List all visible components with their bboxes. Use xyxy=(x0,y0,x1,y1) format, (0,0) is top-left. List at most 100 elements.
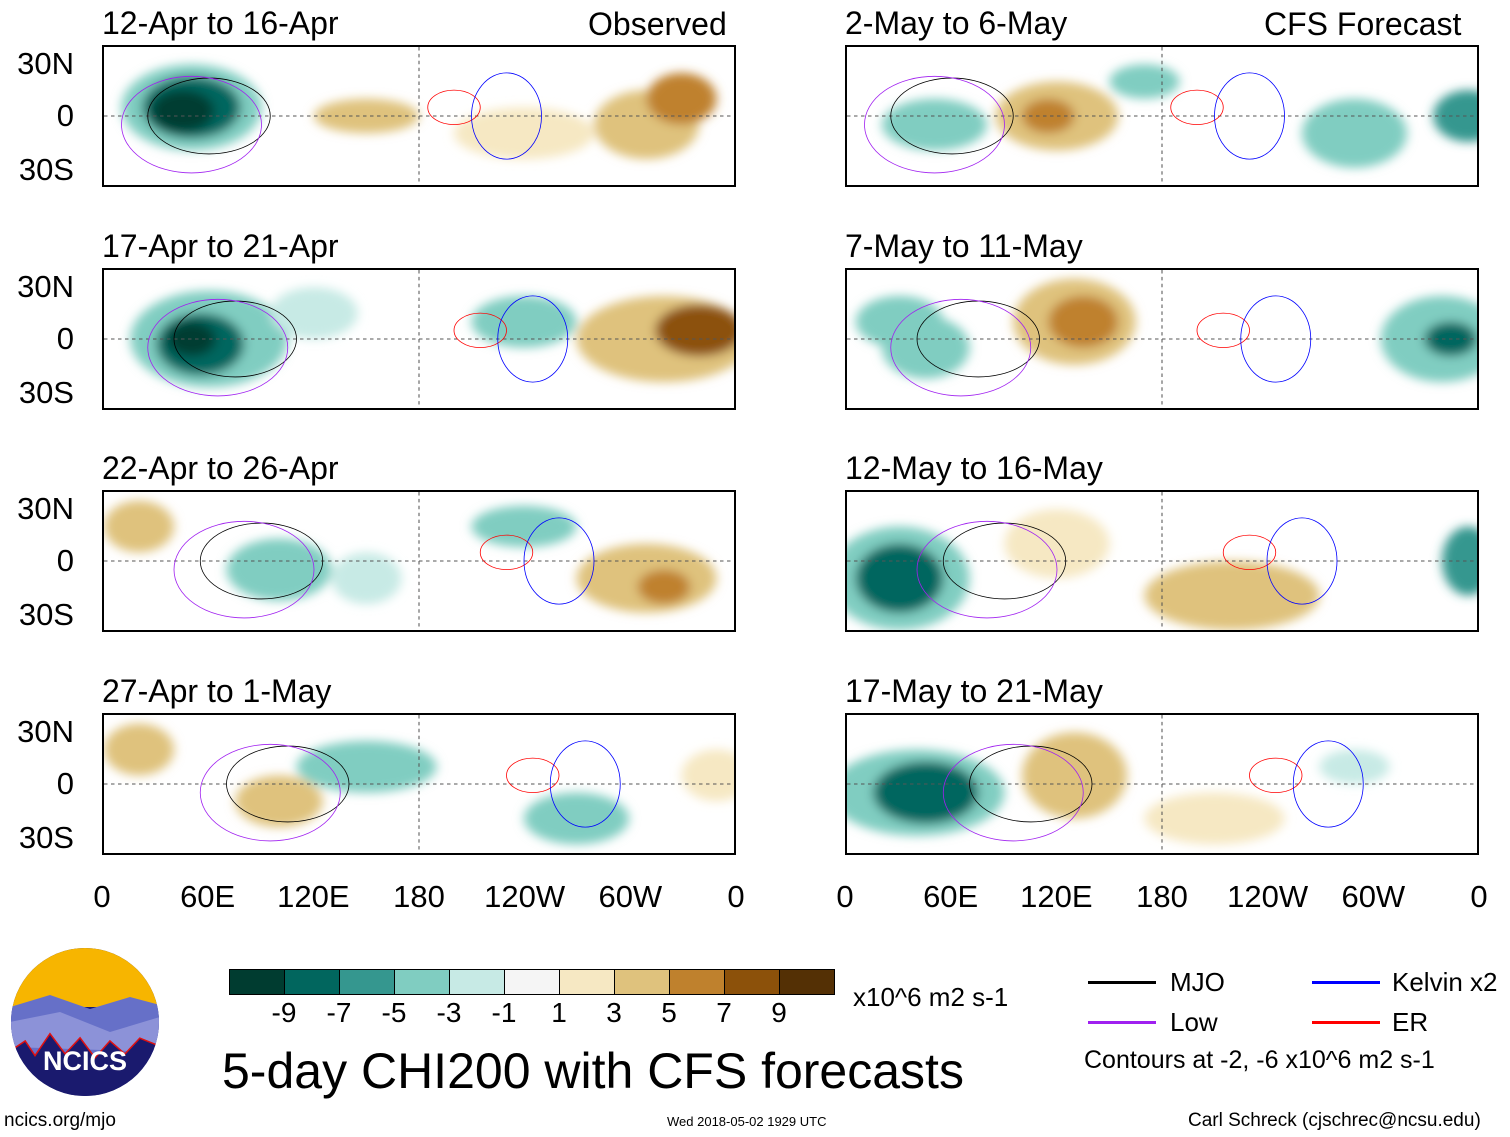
ncics-logo: NCICS xyxy=(11,948,159,1096)
contour-line xyxy=(891,299,1031,396)
legend-line-low xyxy=(1088,1021,1156,1024)
contour-line xyxy=(480,535,533,570)
lat-label: 0 xyxy=(56,321,74,356)
anomaly-region xyxy=(1022,732,1127,819)
contour-line xyxy=(148,299,288,396)
colorbar-swatch xyxy=(395,970,450,994)
legend-label-low: Low xyxy=(1170,1007,1218,1037)
lon-label: 180 xyxy=(393,879,445,914)
legend-line-mjo xyxy=(1088,981,1156,984)
contour-line xyxy=(524,518,594,604)
anomaly-region xyxy=(1442,526,1477,596)
observed-header: Observed xyxy=(588,6,727,42)
colorbar-swatch xyxy=(340,970,395,994)
contour-line xyxy=(1241,296,1311,382)
lon-label: 60E xyxy=(180,879,236,914)
anomaly-region xyxy=(681,749,734,802)
colorbar-label: -9 xyxy=(271,997,297,1028)
colorbar-label: 9 xyxy=(771,997,787,1028)
contour-line xyxy=(472,73,542,159)
colorbar-label: 7 xyxy=(716,997,732,1028)
footer-url[interactable]: ncics.org/mjo xyxy=(4,1110,116,1131)
panel-title: 27-Apr to 1-May xyxy=(102,673,332,709)
anomaly-region xyxy=(873,761,979,824)
colorbar-label: -7 xyxy=(326,997,352,1028)
lat-label: 30N xyxy=(17,46,74,81)
colorbar-swatch xyxy=(450,970,505,994)
legend-line-er xyxy=(1312,1021,1380,1024)
contour-line xyxy=(428,90,481,125)
lon-label: 120E xyxy=(277,879,350,914)
colorbar-units: x10^6 m2 s-1 xyxy=(853,982,1009,1012)
anomaly-region xyxy=(270,287,358,339)
anomaly-region xyxy=(646,72,717,125)
contour-line xyxy=(1250,758,1303,793)
colorbar-label: 3 xyxy=(606,997,622,1028)
anomaly-region xyxy=(1319,749,1390,784)
panel-title: 17-Apr to 21-Apr xyxy=(102,228,339,264)
lon-label: 120W xyxy=(484,879,566,914)
lon-label: 120E xyxy=(1020,879,1093,914)
map-panel xyxy=(845,713,1479,855)
anomaly-region xyxy=(882,316,970,379)
anomaly-region xyxy=(1302,98,1407,168)
legend-label-mjo: MJO xyxy=(1170,967,1225,997)
contour-line xyxy=(550,741,620,827)
lat-label: 30N xyxy=(17,491,74,526)
contour-line xyxy=(1215,73,1285,159)
colorbar-swatch xyxy=(505,970,560,994)
lat-label: 30S xyxy=(18,152,74,187)
lon-label: 180 xyxy=(1136,879,1188,914)
panel-title: 12-May to 16-May xyxy=(845,450,1103,486)
contour-line xyxy=(200,744,340,841)
legend-label-er: ER xyxy=(1392,1007,1429,1037)
map-panel xyxy=(845,45,1479,187)
anomaly-region xyxy=(1144,561,1320,630)
anomaly-region xyxy=(1109,64,1180,99)
contour-line xyxy=(865,76,1005,173)
panel-title: 2-May to 6-May xyxy=(845,5,1068,41)
anomaly-region xyxy=(235,775,323,828)
logo-text: NCICS xyxy=(43,1046,127,1076)
colorbar-swatch xyxy=(670,970,725,994)
colorbar xyxy=(229,969,835,995)
lon-label: 60W xyxy=(1341,879,1406,914)
panel-title: 22-Apr to 26-Apr xyxy=(102,450,339,486)
lat-label: 0 xyxy=(56,98,74,133)
colorbar-swatch xyxy=(230,970,285,994)
lat-label: 30S xyxy=(18,375,74,410)
panel-title: 12-Apr to 16-Apr xyxy=(102,5,339,41)
colorbar-swatch xyxy=(285,970,340,994)
lon-label: 0 xyxy=(727,879,745,914)
colorbar-label: 1 xyxy=(551,997,567,1028)
map-panel xyxy=(102,268,736,410)
anomaly-region xyxy=(226,538,332,601)
anomaly-region xyxy=(1048,295,1119,348)
forecast-header: CFS Forecast xyxy=(1264,6,1462,42)
contours-note: Contours at -2, -6 x10^6 m2 s-1 xyxy=(1084,1046,1435,1074)
anomaly-region xyxy=(296,740,437,793)
anomaly-region xyxy=(471,295,577,348)
map-panel xyxy=(845,490,1479,632)
lon-label: 0 xyxy=(1470,879,1488,914)
anomaly-region xyxy=(151,90,215,132)
anomaly-region xyxy=(1022,98,1075,134)
footer-timestamp: Wed 2018-05-02 1929 UTC xyxy=(667,1114,827,1129)
lat-label: 30S xyxy=(18,597,74,632)
legend-line-kelvin xyxy=(1312,981,1380,984)
lat-label: 0 xyxy=(56,766,74,801)
contour-line xyxy=(507,758,560,793)
lon-label: 120W xyxy=(1227,879,1309,914)
anomaly-region xyxy=(637,569,691,605)
contour-line xyxy=(1223,535,1276,570)
lat-label: 30S xyxy=(18,820,74,855)
colorbar-swatch xyxy=(560,970,615,994)
anomaly-region xyxy=(855,543,944,613)
panel-title: 7-May to 11-May xyxy=(845,228,1083,264)
lon-label: 0 xyxy=(93,879,111,914)
lon-label: 0 xyxy=(836,879,854,914)
contour-line xyxy=(917,521,1057,618)
footer-author: Carl Schreck (cjschrec@ncsu.edu) xyxy=(1188,1110,1481,1131)
anomaly-region xyxy=(655,304,734,357)
contour-line xyxy=(1197,313,1250,348)
